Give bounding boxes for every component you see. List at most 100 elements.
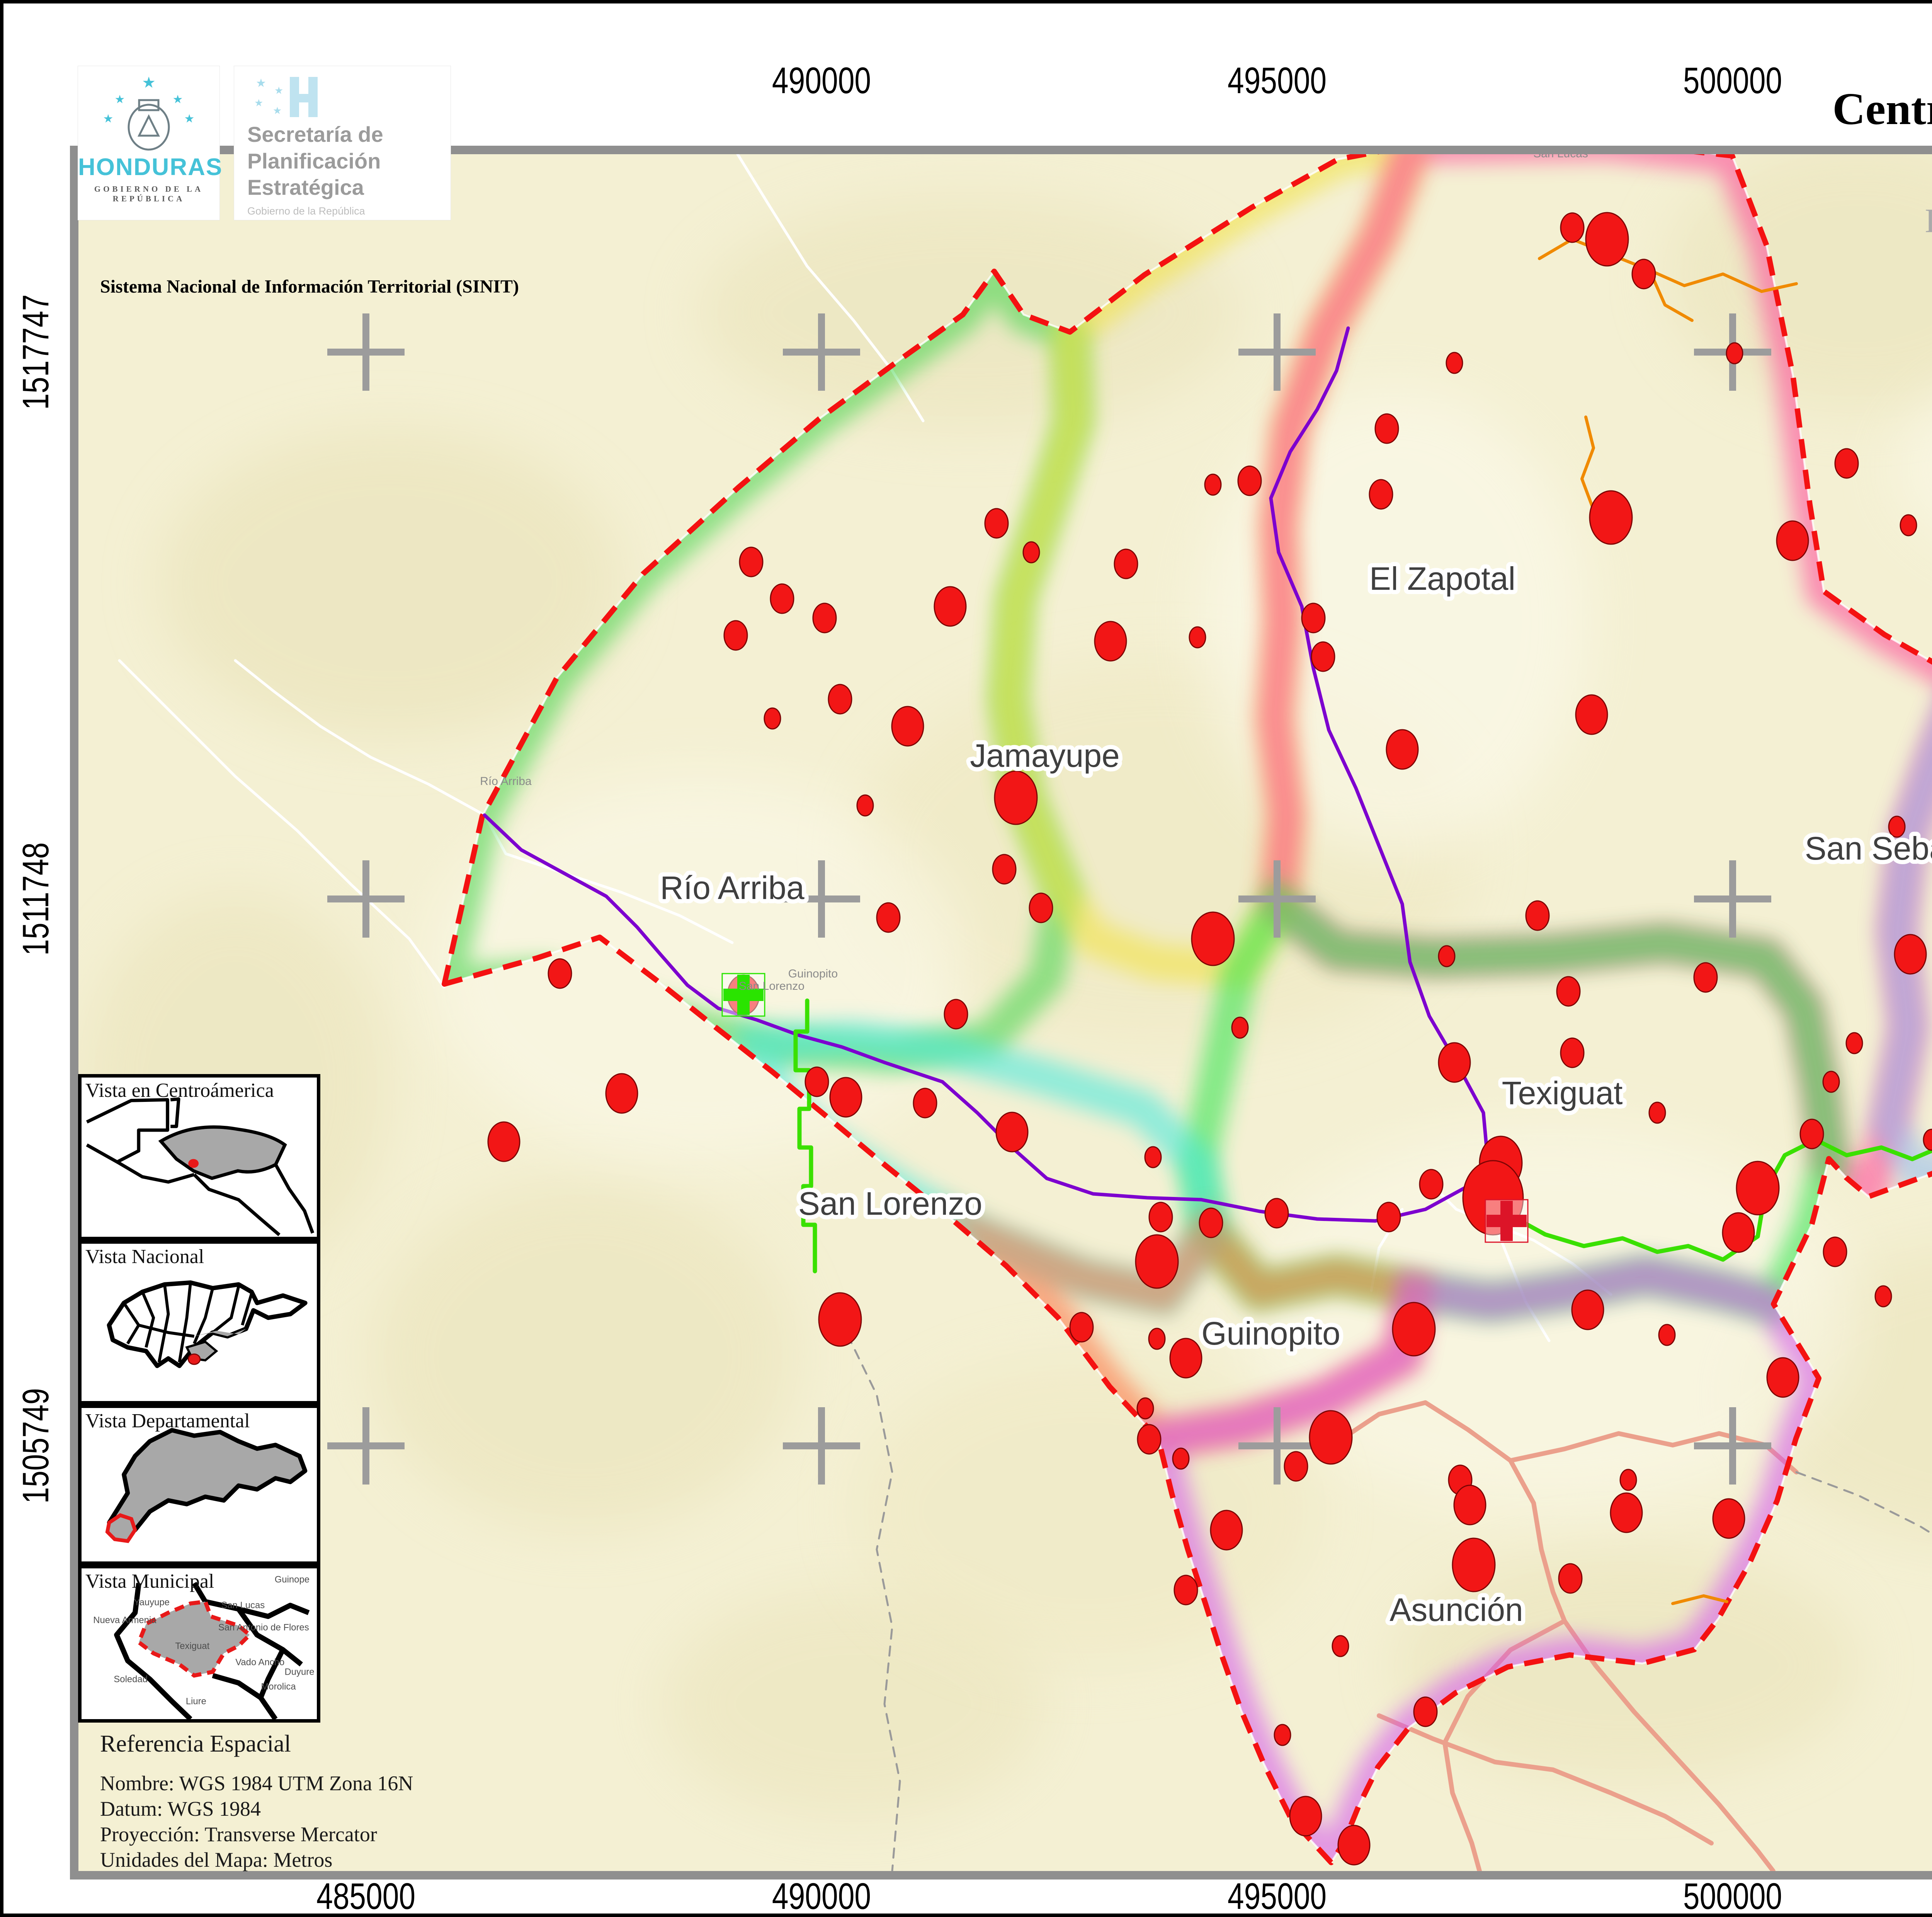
terrain-blob	[1897, 406, 1932, 529]
settlement-dot	[1029, 892, 1053, 923]
coordinate-label: 490000	[772, 60, 871, 101]
spatial-reference-name: Nombre: WGS 1984 UTM Zona 16N	[100, 1772, 413, 1795]
map-subtitle: Departamento de El Paraíso	[1925, 202, 1932, 241]
map-canvas: Río Arriba Jamayupe El Zapotal San Sebastiá…	[78, 154, 1932, 1871]
settlement-dot	[1558, 1563, 1583, 1594]
settlement-dot	[1199, 1207, 1223, 1238]
settlement-dot	[1191, 911, 1235, 966]
settlement-dot	[876, 902, 901, 933]
settlement-dot	[1874, 1285, 1892, 1308]
settlement-dot	[1923, 1129, 1932, 1151]
settlement-dot	[994, 770, 1038, 825]
settlement-dot	[829, 1077, 862, 1118]
settlement-dot	[1419, 1169, 1444, 1200]
settlement-dot	[1560, 1037, 1585, 1068]
settlement-dot	[1274, 1724, 1291, 1746]
svg-text:★: ★	[142, 74, 156, 91]
secretaria-logo-icon: ★ ★ ★ ★	[254, 77, 318, 117]
honduras-logo-text: HONDURAS	[78, 154, 223, 180]
secretaria-logo-tagline: Gobierno de la República	[247, 205, 365, 217]
terrain-blob	[1395, 1549, 1858, 1781]
settlement-dot	[1560, 212, 1585, 243]
settlement-dot	[1589, 490, 1633, 545]
region-label-Asunción: Asunción	[1389, 1592, 1523, 1628]
coordinate-label: 495000	[1227, 60, 1327, 101]
region-label-El Zapotal: El Zapotal	[1369, 560, 1515, 597]
settlement-dot	[1169, 1338, 1202, 1379]
settlement-dot	[1438, 1042, 1471, 1083]
settlement-dot	[1453, 1485, 1486, 1525]
settlement-dot	[1619, 1469, 1637, 1491]
grid-cross-icon	[783, 1407, 860, 1485]
settlement-dot	[1834, 448, 1859, 479]
grid-cross-icon	[1238, 1407, 1316, 1485]
inset-neighbor-label: Texiguat	[175, 1641, 209, 1651]
settlement-dot	[1210, 1510, 1243, 1551]
settlement-dot	[1386, 729, 1419, 770]
inset-texiguat-outline	[105, 1513, 137, 1543]
settlement-dot	[1022, 541, 1040, 564]
grid-cross-icon	[327, 1407, 405, 1485]
settlement-dot	[1575, 694, 1608, 735]
minor-place-label: Río Arriba	[480, 775, 532, 788]
region-label-Jamayupe: Jamayupe	[970, 737, 1120, 774]
settlement-dot	[1289, 1796, 1322, 1837]
svg-text:★: ★	[184, 112, 195, 125]
svg-text:★: ★	[103, 112, 114, 125]
coordinate-label: 1505749	[15, 1388, 56, 1504]
inset-neighbor-label: Guinope	[275, 1574, 310, 1585]
terrain-blob	[854, 1356, 1317, 1665]
settlement-dot	[1144, 1146, 1162, 1168]
grid-crosses	[327, 313, 1771, 1485]
coordinate-label: 495000	[1227, 1876, 1327, 1917]
coordinate-label: 485000	[316, 1876, 416, 1917]
secretaria-logo-line1: Secretaría de	[247, 122, 383, 146]
green-roads	[793, 998, 1932, 1273]
inset-centroamerica-map	[86, 1097, 315, 1236]
settlement-dot	[995, 1112, 1029, 1153]
inset-municipal: Vista Municipal Yauyupe Nueva Armenia San …	[78, 1565, 320, 1723]
settlement-dot	[1094, 621, 1127, 662]
settlement-dot	[1231, 1016, 1249, 1039]
municipio-boundary	[442, 154, 1932, 1865]
settlement-dot	[1888, 815, 1906, 838]
grid-cross-icon	[327, 313, 405, 391]
grid-cross-icon	[783, 860, 860, 938]
settlement-dot	[1173, 1575, 1198, 1605]
settlement-dot	[548, 958, 572, 989]
settlement-dot	[487, 1121, 520, 1162]
settlement-dot	[944, 999, 968, 1030]
inset-neighbor-label: Soledad	[114, 1674, 148, 1684]
terrain-blob	[660, 1588, 1047, 1820]
grid-cross-icon	[1238, 860, 1316, 938]
settlement-dot	[1237, 465, 1262, 496]
settlement-dot	[1845, 1032, 1863, 1054]
minor-place-label: San Lucas	[1533, 154, 1588, 160]
health-center-Cmo	[1485, 1199, 1529, 1243]
svg-text:★: ★	[173, 93, 183, 106]
settlement-dot	[1374, 413, 1399, 444]
inset-location-dot	[187, 1353, 201, 1365]
settlement-dot	[1204, 473, 1222, 496]
settlement-dot	[1413, 1696, 1438, 1727]
spatial-reference-units: Unidades del Mapa: Metros	[100, 1848, 333, 1871]
region-label-San Sebastián: San Sebastián	[1805, 830, 1932, 867]
terrain-blob	[158, 429, 622, 738]
sinit-label: Sistema Nacional de Información Territor…	[100, 276, 519, 297]
region-label-Texiguat: Texiguat	[1502, 1075, 1623, 1111]
settlement-dot	[934, 586, 967, 627]
region-glow-San Sebastián	[1869, 620, 1932, 1200]
settlement-dot	[1301, 603, 1326, 633]
settlement-dot	[1114, 548, 1138, 579]
settlement-dot	[1712, 1498, 1745, 1539]
honduras-logo-tagline: GOBIERNO DE LA REPÚBLICA	[94, 184, 204, 204]
terrain-blob	[371, 1182, 796, 1530]
inset-departamental: Vista Departamental	[78, 1405, 320, 1565]
svg-text:★: ★	[254, 97, 263, 109]
coordinate-label: 500000	[1683, 1876, 1782, 1917]
salmon-roads	[1330, 1400, 1799, 1871]
settlement-dot	[804, 1066, 829, 1097]
health-center-Csr	[721, 973, 765, 1017]
settlement-dot	[1135, 1234, 1179, 1289]
